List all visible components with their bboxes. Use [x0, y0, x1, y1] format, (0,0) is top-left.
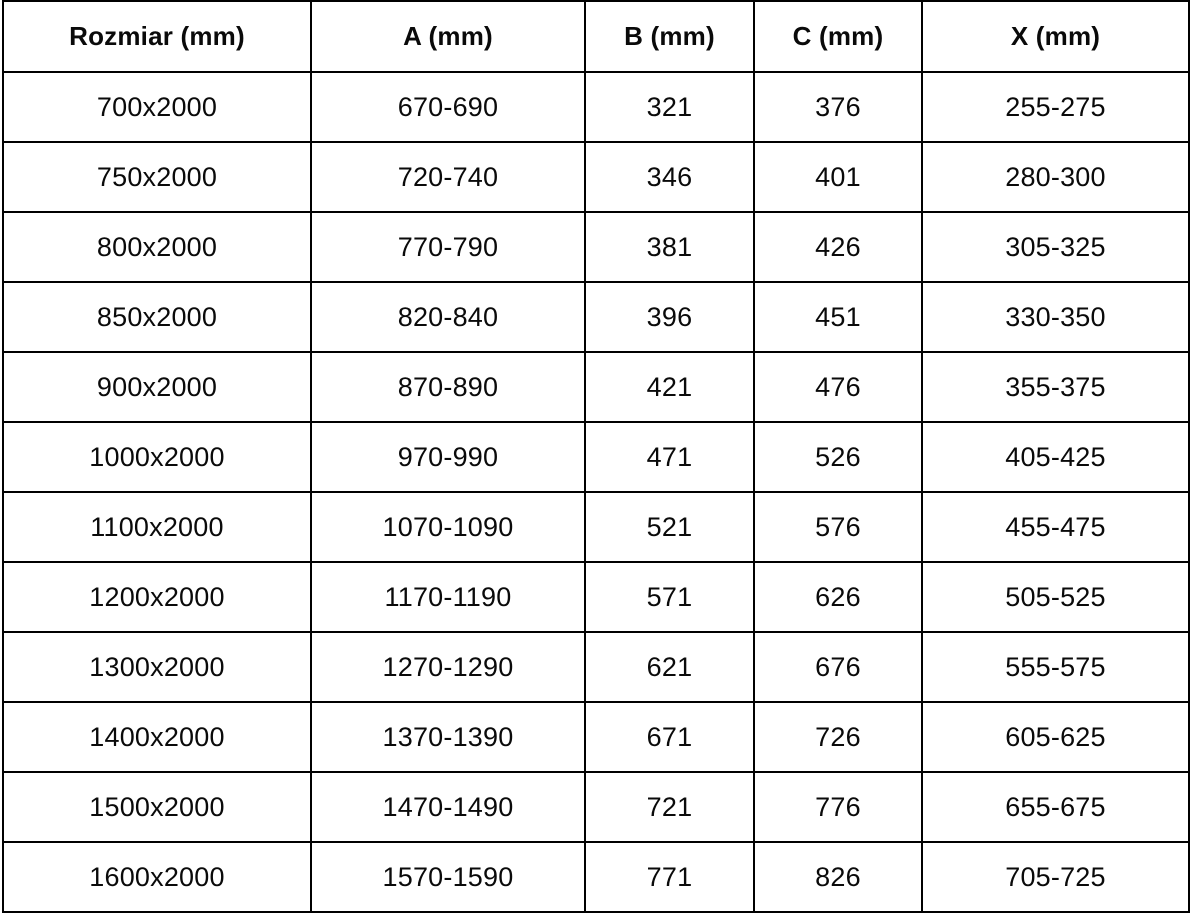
cell-a: 770-790: [310, 211, 586, 283]
cell-size: 900x2000: [2, 351, 312, 423]
column-header-size: Rozmiar (mm): [2, 0, 312, 73]
cell-a: 1170-1190: [310, 561, 586, 633]
cell-c: 451: [753, 281, 923, 353]
cell-c: 826: [753, 841, 923, 913]
cell-size: 1100x2000: [2, 491, 312, 563]
table-header-row: Rozmiar (mm) A (mm) B (mm) C (mm) X (mm): [2, 0, 1190, 73]
cell-c: 476: [753, 351, 923, 423]
cell-size: 700x2000: [2, 71, 312, 143]
cell-a: 820-840: [310, 281, 586, 353]
cell-size: 1500x2000: [2, 771, 312, 843]
table-row: 1300x2000 1270-1290 621 676 555-575: [2, 631, 1190, 703]
cell-b: 321: [584, 71, 755, 143]
cell-x: 405-425: [921, 421, 1190, 493]
cell-c: 401: [753, 141, 923, 213]
cell-size: 1200x2000: [2, 561, 312, 633]
table-row: 900x2000 870-890 421 476 355-375: [2, 351, 1190, 423]
cell-b: 346: [584, 141, 755, 213]
cell-x: 280-300: [921, 141, 1190, 213]
cell-x: 255-275: [921, 71, 1190, 143]
table-row: 1100x2000 1070-1090 521 576 455-475: [2, 491, 1190, 563]
table-header: Rozmiar (mm) A (mm) B (mm) C (mm) X (mm): [2, 0, 1190, 73]
cell-x: 455-475: [921, 491, 1190, 563]
cell-a: 720-740: [310, 141, 586, 213]
cell-x: 605-625: [921, 701, 1190, 773]
cell-b: 671: [584, 701, 755, 773]
cell-size: 750x2000: [2, 141, 312, 213]
column-header-b: B (mm): [584, 0, 755, 73]
cell-a: 1570-1590: [310, 841, 586, 913]
cell-c: 376: [753, 71, 923, 143]
cell-x: 355-375: [921, 351, 1190, 423]
table-row: 750x2000 720-740 346 401 280-300: [2, 141, 1190, 213]
cell-x: 705-725: [921, 841, 1190, 913]
cell-size: 1600x2000: [2, 841, 312, 913]
cell-x: 305-325: [921, 211, 1190, 283]
cell-b: 721: [584, 771, 755, 843]
cell-size: 800x2000: [2, 211, 312, 283]
cell-c: 776: [753, 771, 923, 843]
cell-x: 505-525: [921, 561, 1190, 633]
cell-a: 870-890: [310, 351, 586, 423]
cell-size: 1300x2000: [2, 631, 312, 703]
cell-size: 1400x2000: [2, 701, 312, 773]
table-row: 1000x2000 970-990 471 526 405-425: [2, 421, 1190, 493]
cell-c: 676: [753, 631, 923, 703]
cell-b: 421: [584, 351, 755, 423]
table-row: 850x2000 820-840 396 451 330-350: [2, 281, 1190, 353]
cell-x: 330-350: [921, 281, 1190, 353]
column-header-a: A (mm): [310, 0, 586, 73]
cell-c: 576: [753, 491, 923, 563]
cell-a: 670-690: [310, 71, 586, 143]
cell-a: 1070-1090: [310, 491, 586, 563]
cell-b: 571: [584, 561, 755, 633]
cell-c: 726: [753, 701, 923, 773]
table-row: 1500x2000 1470-1490 721 776 655-675: [2, 771, 1190, 843]
cell-b: 471: [584, 421, 755, 493]
cell-b: 381: [584, 211, 755, 283]
cell-size: 1000x2000: [2, 421, 312, 493]
cell-a: 1270-1290: [310, 631, 586, 703]
table-row: 700x2000 670-690 321 376 255-275: [2, 71, 1190, 143]
cell-size: 850x2000: [2, 281, 312, 353]
cell-b: 396: [584, 281, 755, 353]
table-row: 1600x2000 1570-1590 771 826 705-725: [2, 841, 1190, 913]
table-row: 1200x2000 1170-1190 571 626 505-525: [2, 561, 1190, 633]
cell-c: 526: [753, 421, 923, 493]
cell-b: 621: [584, 631, 755, 703]
table-body: 700x2000 670-690 321 376 255-275 750x2000 720-…: [2, 71, 1190, 913]
column-header-x: X (mm): [921, 0, 1190, 73]
cell-b: 771: [584, 841, 755, 913]
cell-c: 426: [753, 211, 923, 283]
cell-x: 655-675: [921, 771, 1190, 843]
table-row: 800x2000 770-790 381 426 305-325: [2, 211, 1190, 283]
cell-c: 626: [753, 561, 923, 633]
cell-b: 521: [584, 491, 755, 563]
cell-a: 1470-1490: [310, 771, 586, 843]
table-row: 1400x2000 1370-1390 671 726 605-625: [2, 701, 1190, 773]
cell-x: 555-575: [921, 631, 1190, 703]
cell-a: 1370-1390: [310, 701, 586, 773]
column-header-c: C (mm): [753, 0, 923, 73]
cell-a: 970-990: [310, 421, 586, 493]
